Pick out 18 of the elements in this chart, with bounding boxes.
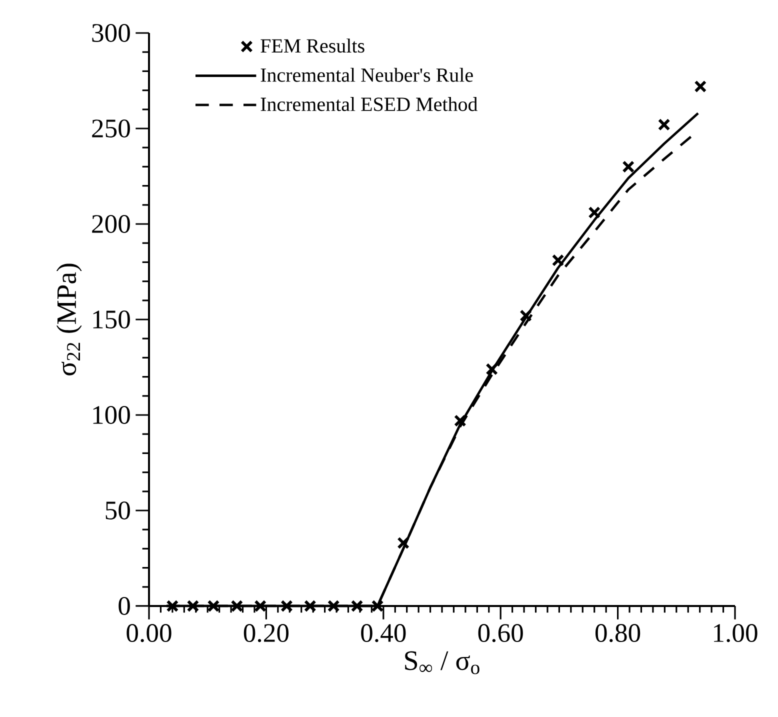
y-tick-label: 200 xyxy=(92,214,130,233)
y-tick-label: 100 xyxy=(93,406,130,424)
y-axis-title: σ$_{22}$ (MPa) xyxy=(56,264,82,376)
x-tick-label: 0.40 xyxy=(361,624,406,642)
x-tick-label: 0.60 xyxy=(478,624,523,642)
y-tick-label: 300 xyxy=(92,24,130,42)
x-tick-label: 0.00 xyxy=(126,624,172,642)
legend-label: Incremental ESED Method xyxy=(260,97,478,112)
legend-label: Incremental Neuber's Rule xyxy=(260,68,473,82)
x-axis-title: S$_{∞}$ / σ$_{o}$ xyxy=(405,651,480,674)
y-tick-label: 0 xyxy=(118,596,130,615)
x-tick-label: 0.20 xyxy=(244,624,289,642)
x-tick-label: 0.80 xyxy=(595,624,640,642)
legend-label: FEM Results xyxy=(260,38,364,53)
y-tick-label: 150 xyxy=(93,310,130,328)
y-tick-label: 250 xyxy=(92,119,130,138)
x-tick-label: 1.00 xyxy=(714,624,758,642)
y-tick-label: 50 xyxy=(106,501,130,520)
